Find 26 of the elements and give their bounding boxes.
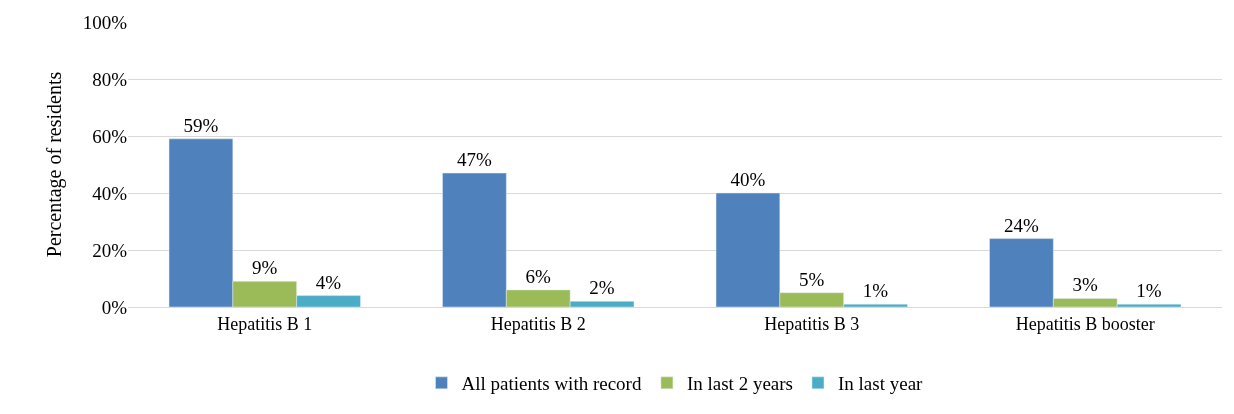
y-tick-label: 80% bbox=[92, 68, 128, 90]
data-label: 1% bbox=[862, 280, 889, 302]
legend-label: In last year bbox=[837, 373, 924, 395]
data-label: 47% bbox=[456, 149, 492, 171]
data-label: 2% bbox=[589, 277, 615, 299]
y-tick-label: 20% bbox=[92, 239, 128, 261]
data-label: 9% bbox=[252, 257, 278, 279]
y-tick-label: 40% bbox=[92, 182, 128, 204]
y-axis-title: Percentage of residents bbox=[43, 71, 67, 258]
data-label: 4% bbox=[315, 271, 342, 293]
y-tick-label: 0% bbox=[101, 296, 128, 318]
data-label: 1% bbox=[1136, 280, 1162, 302]
data-label: 5% bbox=[799, 268, 825, 290]
y-tick-label: 60% bbox=[92, 125, 128, 147]
x-tick-label: Hepatitis B booster bbox=[1015, 313, 1155, 334]
x-tick-label: Hepatitis B 2 bbox=[490, 313, 586, 334]
data-label: 24% bbox=[1003, 214, 1039, 236]
data-label: 40% bbox=[730, 169, 766, 190]
legend-label: All patients with record bbox=[461, 373, 642, 395]
data-label: 6% bbox=[525, 265, 551, 287]
x-tick-label: Hepatitis B 1 bbox=[217, 313, 313, 334]
data-label: 3% bbox=[1072, 274, 1098, 296]
legend-label: In last 2 years bbox=[686, 373, 793, 395]
x-tick-label: Hepatitis B 3 bbox=[764, 313, 860, 334]
y-tick-label: 100% bbox=[82, 11, 128, 33]
data-label: 59% bbox=[183, 114, 219, 136]
